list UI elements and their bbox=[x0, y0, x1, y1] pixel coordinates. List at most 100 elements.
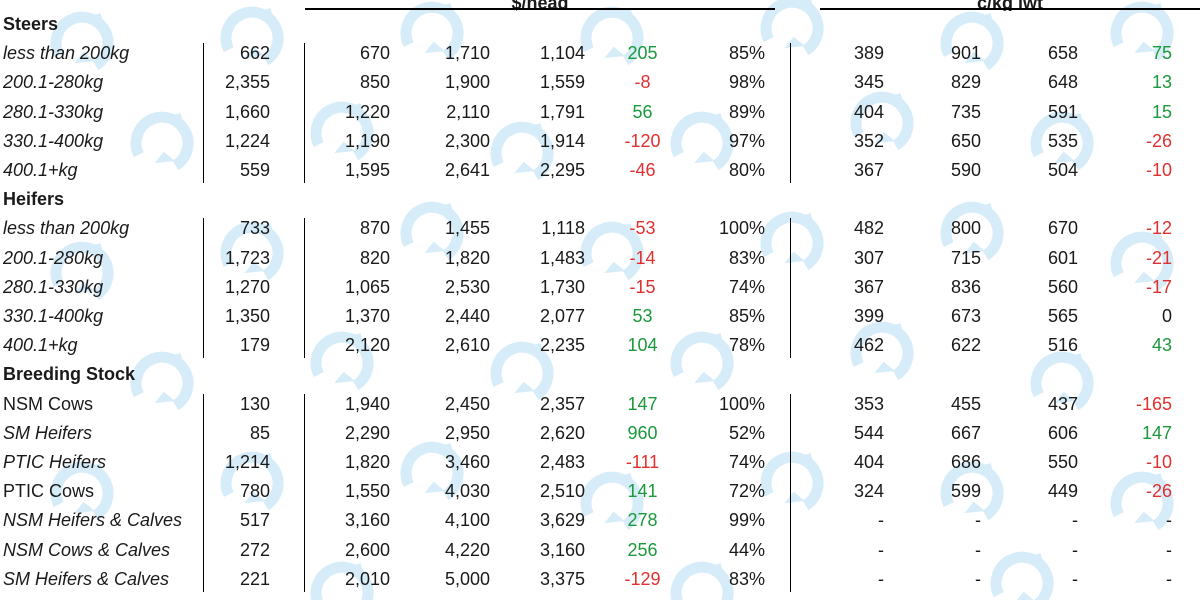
table-row: 200.1-280kg 1,723 820 1,820 1,483 -14 83% 307 71… bbox=[0, 244, 1202, 273]
table-row: PTIC Cows 780 1,550 4,030 2,510 141 72% 324 599 4… bbox=[0, 477, 1202, 506]
price-group-header: $/head bbox=[511, 0, 569, 11]
c-per-kg-change-cell: -26 bbox=[1145, 130, 1172, 151]
min-price-head-cell: 870 bbox=[359, 218, 390, 239]
min-c-per-kg-cell: 324 bbox=[853, 481, 884, 502]
column-divider bbox=[304, 218, 305, 359]
percent-value-cell: 74% bbox=[728, 452, 765, 472]
max-c-per-kg-cell: 455 bbox=[950, 393, 981, 414]
column-divider bbox=[304, 393, 305, 592]
table-row: 200.1-280kg 2,355 850 1,900 1,559 -8 98% 345 829… bbox=[0, 68, 1202, 97]
avg-c-per-kg-cell: - bbox=[1072, 568, 1078, 589]
avg-price-head-cell: 1,730 bbox=[539, 276, 585, 297]
avg-price-head-cell: 2,510 bbox=[539, 481, 585, 502]
table-row: NSM Heifers & Calves 517 3,160 4,100 3,629 27… bbox=[0, 506, 1202, 535]
column-divider bbox=[790, 393, 791, 592]
max-c-per-kg-cell: 715 bbox=[950, 247, 981, 268]
column-divider bbox=[203, 393, 204, 592]
avg-price-head-cell: 1,483 bbox=[539, 247, 585, 268]
min-c-per-kg-cell: - bbox=[878, 568, 884, 589]
c-per-kg-change-cell: 0 bbox=[1161, 306, 1172, 326]
percent-value-cell: 80% bbox=[728, 160, 765, 180]
avg-c-per-kg-cell: 550 bbox=[1047, 452, 1078, 472]
price-change-cell: 205 bbox=[627, 43, 658, 64]
head-count-cell: 733 bbox=[239, 218, 270, 239]
min-price-head-cell: 1,190 bbox=[344, 130, 390, 151]
max-c-per-kg-cell: 622 bbox=[950, 335, 981, 356]
c-per-kg-change-cell: - bbox=[1166, 510, 1172, 531]
avg-price-head-cell: 3,160 bbox=[539, 539, 585, 560]
min-c-per-kg-cell: 482 bbox=[853, 218, 884, 239]
table-row: SM Heifers 85 2,290 2,950 2,620 960 52% 544 667 6… bbox=[0, 419, 1202, 448]
c-per-kg-change-cell: - bbox=[1166, 568, 1172, 589]
row-label: 280.1-330kg bbox=[3, 276, 104, 297]
max-c-per-kg-cell: 901 bbox=[950, 43, 981, 64]
price-group-underline bbox=[305, 8, 775, 10]
head-count-cell: 221 bbox=[239, 568, 270, 589]
max-price-head-cell: 2,300 bbox=[444, 130, 490, 151]
table-row: 330.1-400kg 1,350 1,370 2,440 2,077 53 85% 399 6… bbox=[0, 302, 1202, 331]
avg-price-head-cell: 2,295 bbox=[539, 160, 585, 180]
max-c-per-kg-cell: 590 bbox=[950, 160, 981, 180]
c-per-kg-change-cell: 75 bbox=[1151, 43, 1172, 64]
max-c-per-kg-cell: 599 bbox=[950, 481, 981, 502]
c-per-kg-change-cell: 147 bbox=[1141, 422, 1172, 443]
head-count-cell: 662 bbox=[239, 43, 270, 64]
price-change-cell: 147 bbox=[627, 393, 658, 414]
avg-c-per-kg-cell: 504 bbox=[1047, 160, 1078, 180]
c-per-kg-change-cell: -10 bbox=[1145, 452, 1172, 472]
row-label: NSM Cows & Calves bbox=[3, 539, 171, 560]
table-row: less than 200kg 733 870 1,455 1,118 -53 100% 48… bbox=[0, 214, 1202, 243]
c-per-kg-change-cell: -26 bbox=[1145, 481, 1172, 502]
row-label: PTIC Cows bbox=[3, 481, 95, 502]
row-label: NSM Heifers & Calves bbox=[3, 510, 183, 531]
max-c-per-kg-cell: - bbox=[975, 568, 981, 589]
head-count-cell: 517 bbox=[239, 510, 270, 531]
head-count-cell: 1,723 bbox=[224, 247, 270, 268]
max-price-head-cell: 4,030 bbox=[444, 481, 490, 502]
head-count-cell: 2,355 bbox=[224, 72, 270, 93]
price-change-cell: -15 bbox=[629, 276, 656, 297]
max-price-head-cell: 5,000 bbox=[444, 568, 490, 589]
section-header-row: Steers bbox=[0, 10, 1202, 39]
max-c-per-kg-cell: - bbox=[975, 539, 981, 560]
head-count-cell: 559 bbox=[239, 160, 270, 180]
avg-price-head-cell: 1,118 bbox=[541, 218, 585, 239]
price-change-cell: 56 bbox=[632, 101, 653, 122]
c-per-kg-change-cell: -12 bbox=[1145, 218, 1172, 239]
max-price-head-cell: 2,530 bbox=[444, 276, 490, 297]
head-count-cell: 179 bbox=[239, 335, 270, 356]
min-c-per-kg-cell: 462 bbox=[853, 335, 884, 356]
price-change-cell: -129 bbox=[624, 568, 661, 589]
avg-c-per-kg-cell: 601 bbox=[1047, 247, 1078, 268]
max-price-head-cell: 4,100 bbox=[444, 510, 490, 531]
min-c-per-kg-cell: 367 bbox=[853, 160, 884, 180]
percent-value-cell: 44% bbox=[728, 539, 765, 560]
c-per-kg-change-cell: -10 bbox=[1145, 160, 1172, 180]
max-c-per-kg-cell: - bbox=[975, 510, 981, 531]
max-price-head-cell: 2,450 bbox=[444, 393, 490, 414]
percent-value-cell: 52% bbox=[728, 422, 765, 443]
row-label: 200.1-280kg bbox=[3, 247, 104, 268]
c-per-kg-change-cell: 43 bbox=[1151, 335, 1172, 356]
avg-price-head-cell: 2,235 bbox=[539, 335, 585, 356]
avg-price-head-cell: 3,375 bbox=[539, 568, 585, 589]
max-price-head-cell: 2,610 bbox=[444, 335, 490, 356]
max-price-head-cell: 4,220 bbox=[444, 539, 490, 560]
min-price-head-cell: 1,065 bbox=[344, 276, 390, 297]
avg-c-per-kg-cell: 658 bbox=[1047, 43, 1078, 64]
percent-value-cell: 85% bbox=[728, 43, 765, 64]
min-c-per-kg-cell: 307 bbox=[853, 247, 884, 268]
min-price-head-cell: 1,595 bbox=[344, 160, 390, 180]
price-change-cell: 256 bbox=[627, 539, 658, 560]
head-count-cell: 1,224 bbox=[224, 130, 270, 151]
percent-value-cell: 72% bbox=[728, 481, 765, 502]
min-price-head-cell: 2,010 bbox=[344, 568, 390, 589]
section-title: Breeding Stock bbox=[3, 364, 136, 385]
max-c-per-kg-cell: 735 bbox=[950, 101, 981, 122]
column-divider bbox=[203, 43, 204, 184]
max-price-head-cell: 1,900 bbox=[444, 72, 490, 93]
max-price-head-cell: 1,455 bbox=[444, 218, 490, 239]
head-count-cell: 1,660 bbox=[224, 101, 270, 122]
min-c-per-kg-cell: 367 bbox=[853, 276, 884, 297]
price-change-cell: -8 bbox=[634, 72, 651, 93]
